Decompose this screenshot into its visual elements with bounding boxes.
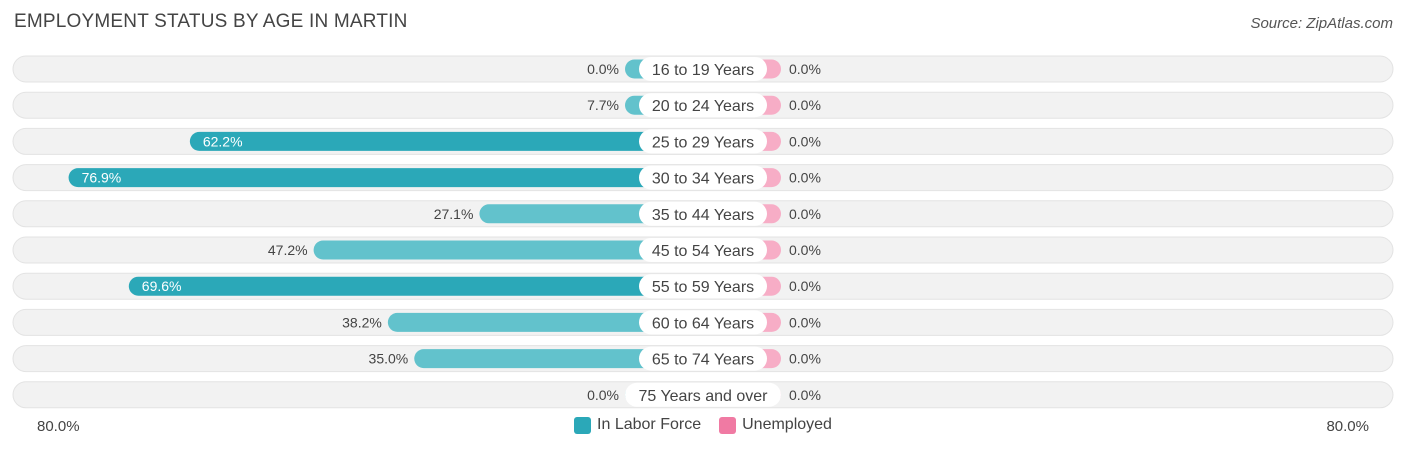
- category-pill: [639, 346, 767, 371]
- labor-force-bar: [189, 131, 704, 151]
- labor-force-value-label: 27.1%: [434, 206, 474, 222]
- category-label: 20 to 24 Years: [652, 98, 754, 115]
- category-pill: [639, 93, 767, 118]
- category-label: 25 to 29 Years: [652, 134, 754, 151]
- legend-label-unemployed: Unemployed: [742, 416, 832, 433]
- labor-force-value-label: 0.0%: [587, 387, 619, 403]
- unemployed-value-label: 0.0%: [789, 170, 821, 186]
- unemployed-value-label: 0.0%: [789, 278, 821, 294]
- legend-label-labor-force: In Labor Force: [597, 416, 702, 433]
- chart-title: EMPLOYMENT STATUS BY AGE IN MARTIN: [14, 11, 408, 32]
- category-pill: [639, 129, 767, 154]
- category-pill: [639, 57, 767, 81]
- axis-left-label: 80.0%: [37, 418, 80, 435]
- legend-swatch-labor-force: [574, 416, 592, 434]
- category-label: 35 to 44 Years: [652, 207, 754, 224]
- unemployed-value-label: 0.0%: [789, 133, 821, 149]
- source-credit: Source: ZipAtlas.com: [1250, 15, 1393, 32]
- unemployed-value-label: 0.0%: [789, 97, 821, 113]
- category-pill: [639, 310, 767, 335]
- legend: In Labor Force Unemployed: [0, 416, 1406, 434]
- unemployed-value-label: 0.0%: [789, 314, 821, 330]
- unemployed-value-label: 0.0%: [789, 61, 821, 77]
- category-pill: [625, 382, 781, 407]
- chart-svg: 0.0% 0.0% 16 to 19 Years 7.7% 0.0% 20 to 24 Y…: [12, 55, 1394, 409]
- labor-force-value-label: 7.7%: [587, 97, 619, 113]
- category-label: 75 Years and over: [639, 388, 769, 405]
- legend-swatch-unemployed: [719, 416, 737, 434]
- legend-item-unemployed: Unemployed: [719, 416, 832, 434]
- labor-force-bar: [414, 349, 703, 369]
- unemployed-value-label: 0.0%: [789, 242, 821, 258]
- category-pill: [639, 201, 767, 226]
- category-pill: [639, 238, 767, 262]
- category-pill: [639, 274, 767, 299]
- labor-force-value-label: 47.2%: [268, 242, 308, 258]
- axis-right-label: 80.0%: [1326, 418, 1369, 435]
- category-label: 65 to 74 Years: [652, 352, 754, 369]
- legend-item-labor-force: In Labor Force: [574, 416, 701, 434]
- category-label: 45 to 54 Years: [652, 243, 754, 260]
- labor-force-value-label: 76.9%: [82, 170, 122, 186]
- labor-force-value-label: 69.6%: [142, 278, 182, 294]
- labor-force-value-label: 38.2%: [342, 314, 382, 330]
- category-pill: [639, 165, 767, 190]
- labor-force-value-label: 62.2%: [203, 133, 243, 149]
- category-label: 16 to 19 Years: [652, 62, 754, 79]
- unemployed-value-label: 0.0%: [789, 351, 821, 367]
- labor-force-bar: [128, 276, 704, 296]
- unemployed-value-label: 0.0%: [789, 387, 821, 403]
- labor-force-value-label: 0.0%: [587, 61, 619, 77]
- labor-force-bar: [387, 312, 703, 332]
- labor-force-value-label: 35.0%: [369, 351, 409, 367]
- unemployed-value-label: 0.0%: [789, 206, 821, 222]
- category-label: 60 to 64 Years: [652, 315, 754, 332]
- labor-force-bar: [68, 168, 703, 188]
- category-label: 55 to 59 Years: [652, 279, 754, 296]
- category-label: 30 to 34 Years: [652, 171, 754, 188]
- labor-force-bar: [313, 240, 703, 260]
